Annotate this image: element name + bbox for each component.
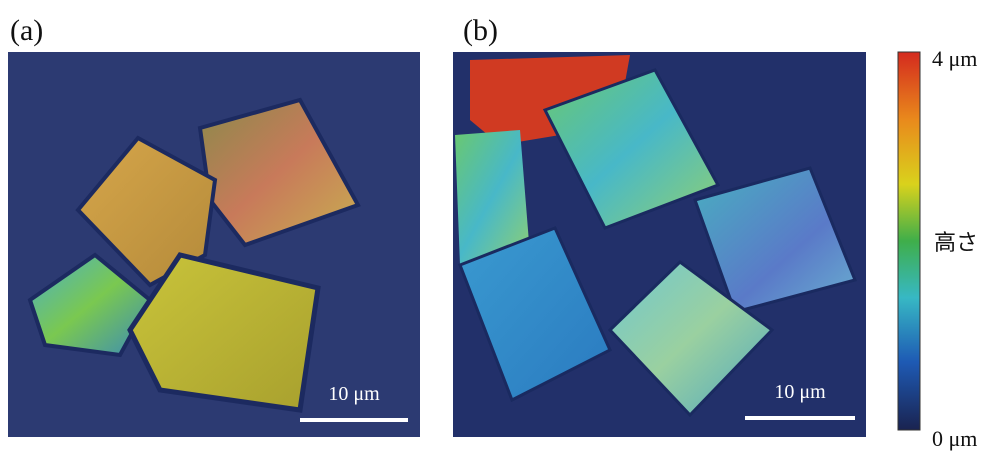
scale-bar-label: 10 μm [328, 383, 380, 405]
panel-label: (b) [463, 14, 498, 47]
scale-bar-label: 10 μm [774, 381, 826, 403]
micrograph-b: 10 μm [453, 52, 866, 437]
figure: (a) (b) 10 μm 10 μm 4 μm 高さ 0 μm [0, 0, 998, 452]
colorbar-axis-label: 高さ [934, 230, 978, 255]
colorbar-min-label: 0 μm [932, 426, 977, 451]
micrograph-a: 10 μm [8, 52, 420, 437]
panel-label: (a) [10, 14, 43, 47]
colorbar-max-label: 4 μm [932, 46, 977, 71]
colorbar [898, 52, 920, 430]
